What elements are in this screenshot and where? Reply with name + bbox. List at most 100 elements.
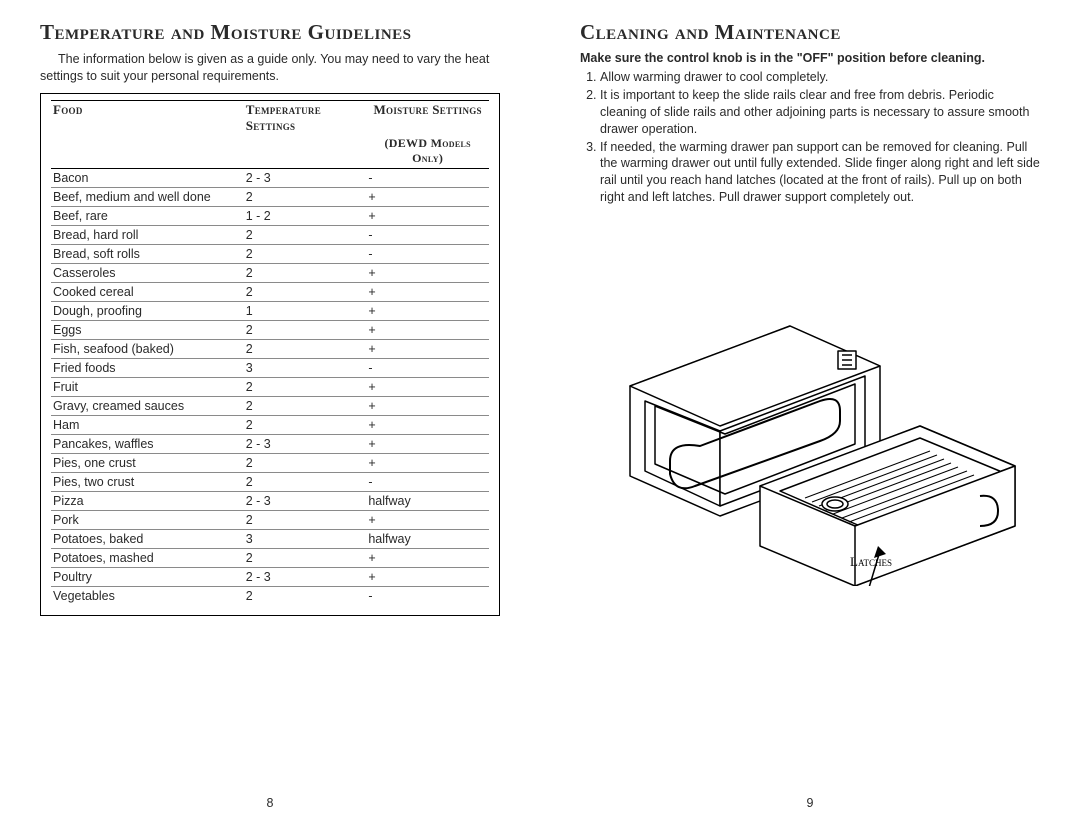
table-row: Fish, seafood (baked)2+ (51, 339, 489, 358)
right-heading: Cleaning and Maintenance (580, 20, 1040, 45)
cell-food: Pizza (51, 491, 244, 510)
cell-food: Poultry (51, 567, 244, 586)
cell-food: Potatoes, mashed (51, 548, 244, 567)
cell-temp: 2 (244, 187, 367, 206)
table-row: Vegetables2- (51, 586, 489, 605)
cell-temp: 2 (244, 282, 367, 301)
table-row: Fruit2+ (51, 377, 489, 396)
cell-moist: halfway (366, 491, 489, 510)
cell-food: Beef, rare (51, 206, 244, 225)
cell-moist: + (366, 339, 489, 358)
table-row: Pizza2 - 3halfway (51, 491, 489, 510)
cell-temp: 2 (244, 396, 367, 415)
cell-moist: + (366, 301, 489, 320)
table-row: Dough, proofing1+ (51, 301, 489, 320)
cell-temp: 2 (244, 415, 367, 434)
cell-temp: 2 - 3 (244, 567, 367, 586)
cell-food: Pies, one crust (51, 453, 244, 472)
guidelines-tbody: Bacon2 - 3-Beef, medium and well done2+B… (51, 168, 489, 605)
cell-moist: + (366, 282, 489, 301)
left-page: Temperature and Moisture Guidelines The … (0, 20, 540, 834)
cell-temp: 2 (244, 339, 367, 358)
left-page-content: Temperature and Moisture Guidelines The … (40, 20, 500, 800)
cell-food: Ham (51, 415, 244, 434)
cell-temp: 2 - 3 (244, 434, 367, 453)
cell-food: Fruit (51, 377, 244, 396)
cell-moist: - (366, 586, 489, 605)
cell-moist: - (366, 472, 489, 491)
table-row: Fried foods3- (51, 358, 489, 377)
cell-food: Bread, hard roll (51, 225, 244, 244)
cell-moist: - (366, 168, 489, 187)
cell-food: Bacon (51, 168, 244, 187)
cell-temp: 2 (244, 244, 367, 263)
cell-moist: + (366, 377, 489, 396)
cell-moist: + (366, 415, 489, 434)
cell-temp: 2 (244, 586, 367, 605)
list-item: It is important to keep the slide rails … (600, 87, 1040, 138)
cell-moist: + (366, 187, 489, 206)
guidelines-table-box: Food Temperature Settings Moisture Setti… (40, 93, 500, 616)
left-heading: Temperature and Moisture Guidelines (40, 20, 500, 45)
table-row: Beef, medium and well done2+ (51, 187, 489, 206)
drawer-diagram: Latches (590, 266, 1030, 586)
cell-food: Gravy, creamed sauces (51, 396, 244, 415)
left-page-number: 8 (267, 796, 274, 810)
cell-temp: 2 (244, 320, 367, 339)
cleaning-warning: Make sure the control knob is in the "OF… (580, 51, 1040, 65)
cell-temp: 2 - 3 (244, 168, 367, 187)
cell-food: Pancakes, waffles (51, 434, 244, 453)
cell-food: Potatoes, baked (51, 529, 244, 548)
cleaning-steps-list: Allow warming drawer to cool completely.… (580, 69, 1040, 206)
table-row: Casseroles2+ (51, 263, 489, 282)
cell-temp: 2 (244, 472, 367, 491)
table-row: Gravy, creamed sauces2+ (51, 396, 489, 415)
cell-moist: - (366, 358, 489, 377)
left-intro: The information below is given as a guid… (40, 51, 500, 85)
table-row: Ham2+ (51, 415, 489, 434)
table-row: Beef, rare1 - 2+ (51, 206, 489, 225)
cell-food: Fried foods (51, 358, 244, 377)
drawer-diagram-wrap: Latches (580, 266, 1040, 586)
th-temp: Temperature Settings (244, 100, 367, 135)
cell-temp: 2 (244, 510, 367, 529)
cell-food: Bread, soft rolls (51, 244, 244, 263)
cell-temp: 2 (244, 453, 367, 472)
cell-moist: + (366, 510, 489, 529)
cell-moist: + (366, 548, 489, 567)
cell-temp: 3 (244, 358, 367, 377)
cell-food: Eggs (51, 320, 244, 339)
cell-food: Cooked cereal (51, 282, 244, 301)
cell-moist: + (366, 263, 489, 282)
table-row: Potatoes, mashed2+ (51, 548, 489, 567)
cell-food: Pies, two crust (51, 472, 244, 491)
th-moist: Moisture Settings (366, 100, 489, 135)
table-row: Pork2+ (51, 510, 489, 529)
table-row: Pies, one crust2+ (51, 453, 489, 472)
th-food: Food (51, 100, 244, 135)
table-row: Pancakes, waffles2 - 3+ (51, 434, 489, 453)
cell-moist: + (366, 396, 489, 415)
table-row: Poultry2 - 3+ (51, 567, 489, 586)
latches-label: Latches (850, 554, 892, 569)
cell-temp: 2 (244, 263, 367, 282)
cell-temp: 1 (244, 301, 367, 320)
list-item: Allow warming drawer to cool completely. (600, 69, 1040, 86)
th-moist-sub: (DEWD Models Only) (366, 135, 489, 169)
cell-moist: halfway (366, 529, 489, 548)
cell-moist: + (366, 434, 489, 453)
table-row: Cooked cereal2+ (51, 282, 489, 301)
th-sub-blank (51, 135, 366, 169)
cell-food: Fish, seafood (baked) (51, 339, 244, 358)
cell-temp: 1 - 2 (244, 206, 367, 225)
table-row: Bacon2 - 3- (51, 168, 489, 187)
cell-moist: + (366, 453, 489, 472)
cell-food: Dough, proofing (51, 301, 244, 320)
cell-moist: + (366, 567, 489, 586)
cell-moist: + (366, 320, 489, 339)
cell-moist: - (366, 225, 489, 244)
cell-food: Pork (51, 510, 244, 529)
cell-food: Casseroles (51, 263, 244, 282)
table-row: Pies, two crust2- (51, 472, 489, 491)
table-row: Eggs2+ (51, 320, 489, 339)
